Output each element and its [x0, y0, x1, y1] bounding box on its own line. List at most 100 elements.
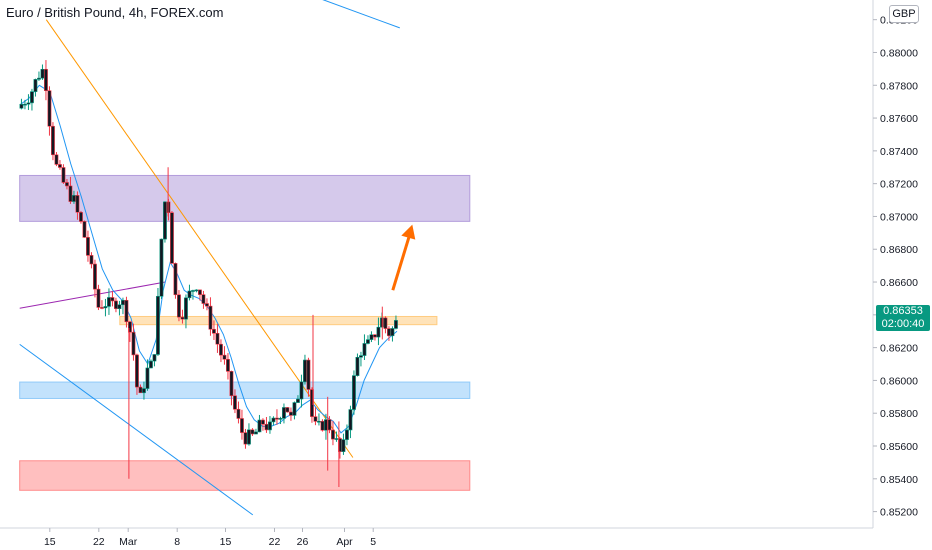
candle — [149, 359, 153, 369]
x-tick-label: 5 — [370, 536, 376, 548]
zones-layer — [19, 174, 471, 491]
candle — [243, 428, 248, 449]
candle-body — [33, 79, 38, 92]
candle — [348, 405, 353, 439]
candle-body — [313, 416, 318, 422]
candle — [373, 334, 377, 341]
candle-body — [236, 408, 241, 419]
candle — [226, 353, 230, 380]
candle — [184, 294, 188, 329]
candle-body — [68, 185, 73, 202]
candle-body — [135, 354, 139, 388]
candle — [359, 351, 363, 367]
candle-body — [205, 303, 209, 307]
trendlines-layer — [19, 0, 400, 516]
chart-title: Euro / British Pound, 4h, FOREX.com — [6, 5, 224, 20]
candle — [156, 287, 160, 356]
candle — [79, 210, 83, 224]
candle — [121, 297, 125, 315]
candle-body — [156, 295, 160, 355]
candle-body — [222, 354, 227, 360]
candle — [107, 288, 111, 315]
candle-body — [58, 164, 62, 168]
candle — [138, 384, 143, 394]
candle — [82, 220, 87, 238]
candle-body — [110, 297, 115, 302]
candle-body — [173, 263, 178, 296]
zone-upper-resistance — [19, 174, 471, 222]
y-tick-label: 0.87600 — [880, 113, 918, 125]
candle — [142, 381, 146, 400]
candle — [254, 428, 258, 435]
x-tick-label: 22 — [269, 536, 281, 548]
candle-body — [233, 395, 237, 410]
candle-body — [226, 359, 230, 372]
candle-body — [198, 289, 202, 295]
candle — [117, 300, 122, 316]
candle — [152, 354, 157, 367]
candle — [65, 179, 69, 190]
candle — [247, 423, 251, 446]
y-tick-label: 0.85600 — [880, 441, 918, 453]
candles-layer — [19, 60, 398, 488]
y-tick-label: 0.85800 — [880, 408, 918, 420]
y-tick-label: 0.87800 — [880, 80, 918, 92]
candle-body — [79, 211, 83, 222]
candle — [177, 290, 181, 322]
currency-badge[interactable]: GBP — [889, 5, 919, 23]
y-axis-ticks: 0.882000.880000.878000.876000.874000.872… — [873, 15, 918, 519]
x-axis-ticks: 15 22 Mar 8 15 22 26 Apr 5 — [44, 528, 376, 548]
y-tick-label: 0.87200 — [880, 179, 918, 191]
candle-body — [282, 407, 286, 419]
candle-body — [254, 431, 258, 435]
candle — [72, 190, 76, 204]
candle-body — [121, 299, 125, 306]
candle-body — [149, 360, 153, 369]
candle — [250, 428, 255, 436]
candle — [222, 346, 227, 365]
candle — [163, 201, 167, 243]
candle-body — [243, 432, 248, 445]
zone-lower-support — [19, 460, 471, 491]
candle-body — [72, 195, 76, 202]
candle-body — [271, 417, 276, 423]
candle — [40, 64, 45, 80]
candle-body — [187, 290, 192, 299]
candle — [285, 407, 290, 413]
candle — [208, 297, 213, 336]
candle-body — [201, 294, 206, 304]
candle-body — [327, 419, 332, 431]
candle — [236, 401, 241, 424]
candle-body — [30, 91, 34, 104]
candle-body — [212, 328, 216, 334]
candle — [264, 416, 269, 433]
candle — [159, 238, 164, 300]
candle-body — [394, 320, 398, 329]
candle-body — [170, 212, 174, 264]
candle-body — [89, 255, 94, 265]
candle — [30, 88, 34, 111]
candle-body — [65, 182, 69, 187]
up-arrow-head — [401, 224, 416, 240]
candle-body — [247, 429, 251, 445]
candle — [331, 420, 335, 446]
candle — [299, 374, 304, 408]
candle — [145, 359, 150, 391]
candle-body — [145, 367, 150, 389]
candle-body — [292, 402, 297, 416]
candle-body — [296, 398, 300, 403]
candle-body — [138, 386, 143, 394]
candle — [47, 86, 52, 136]
candle-body — [152, 354, 157, 362]
candle-body — [390, 328, 395, 337]
candle — [205, 298, 209, 311]
candle-body — [19, 103, 24, 109]
candle-body — [215, 332, 220, 345]
candle-body — [124, 299, 129, 323]
candle — [303, 354, 307, 385]
candle-body — [117, 304, 122, 309]
candle-body — [103, 306, 108, 309]
candle — [355, 353, 360, 377]
